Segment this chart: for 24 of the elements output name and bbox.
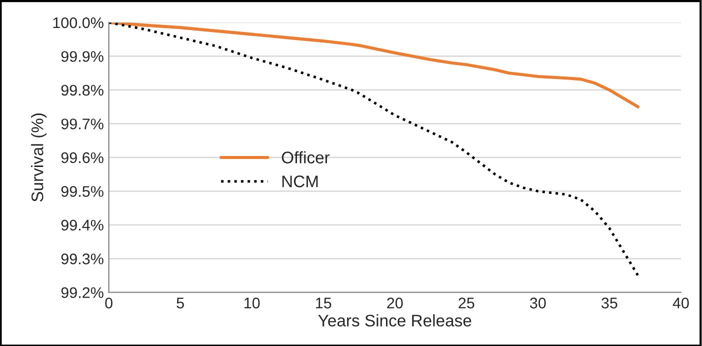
legend-label: NCM bbox=[282, 176, 318, 188]
x-tick-label: 15 bbox=[316, 298, 332, 308]
y-tick-label: 99.7% bbox=[61, 118, 104, 130]
y-tick-label: 99.3% bbox=[61, 254, 104, 264]
y-axis-title: Survival (%) bbox=[31, 114, 47, 202]
line-series bbox=[108, 22, 640, 277]
x-tick-label: 40 bbox=[672, 298, 689, 308]
y-tick-label: 99.6% bbox=[61, 152, 104, 164]
x-tick-label: 5 bbox=[176, 298, 184, 308]
x-tick-label: 20 bbox=[387, 298, 403, 308]
x-tick-label: 30 bbox=[530, 298, 546, 308]
x-tick-label: 0 bbox=[105, 298, 112, 308]
y-tick-label: 99.2% bbox=[61, 287, 104, 298]
x-tick-label: 25 bbox=[458, 298, 474, 308]
y-tick-label: 99.4% bbox=[61, 220, 104, 231]
legend-label: Officer bbox=[282, 151, 330, 164]
y-tick-label: 100.0% bbox=[53, 17, 104, 28]
x-tick-label: 10 bbox=[244, 298, 260, 308]
line-series bbox=[108, 22, 640, 108]
y-tick-label: 99.8% bbox=[61, 84, 104, 96]
x-tick-label: 35 bbox=[602, 298, 618, 308]
x-axis-title: Years Since Release bbox=[318, 314, 472, 326]
y-tick-label: 99.5% bbox=[61, 186, 104, 197]
y-tick-label: 99.9% bbox=[61, 51, 104, 62]
